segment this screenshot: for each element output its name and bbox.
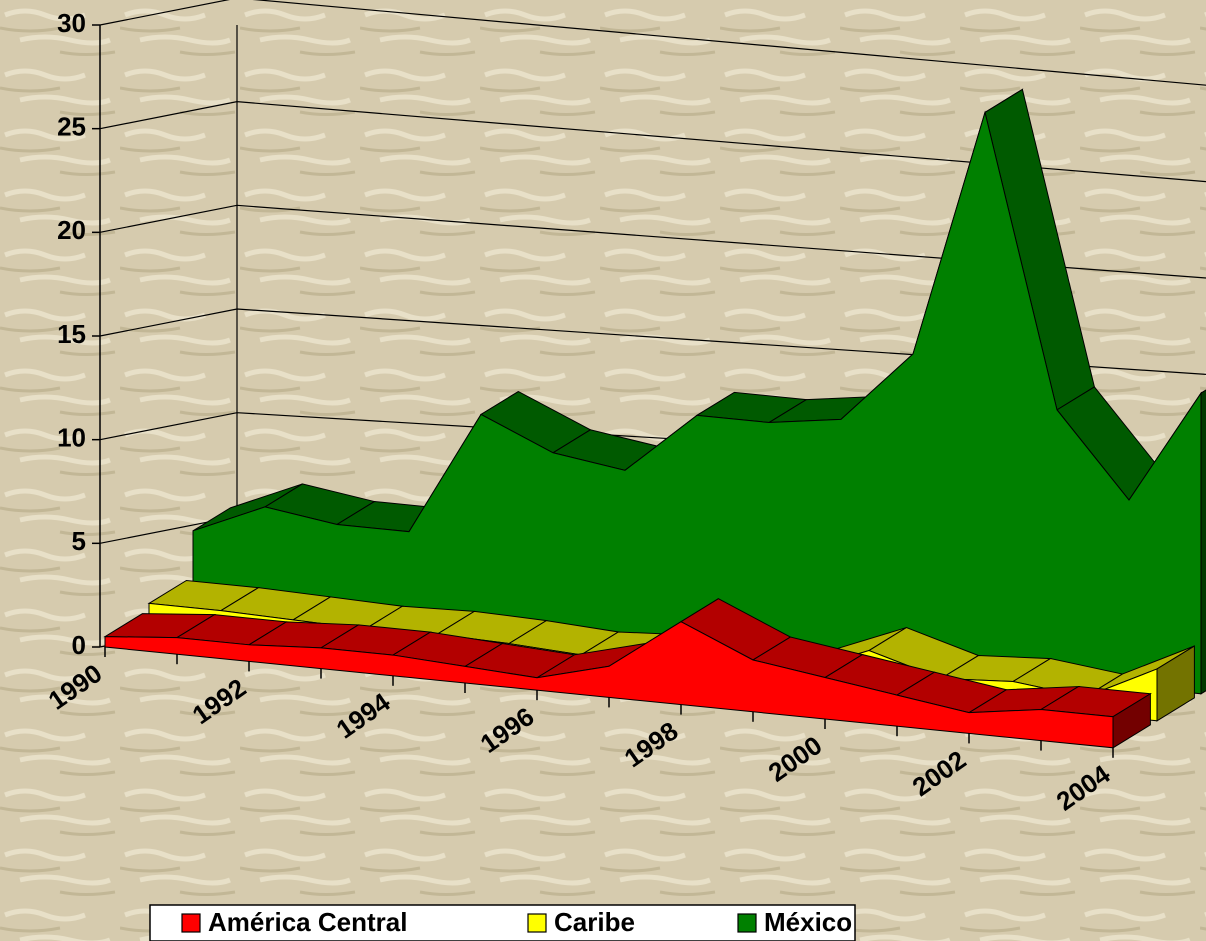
legend-label: Caribe (554, 907, 635, 937)
legend-label: México (764, 907, 852, 937)
legend-label: América Central (208, 907, 407, 937)
legend-swatch (527, 913, 547, 933)
y-tick-label: 30 (57, 8, 86, 38)
y-tick-label: 25 (57, 112, 86, 142)
legend-swatch (737, 913, 757, 933)
area (192, 110, 1202, 695)
y-tick-label: 0 (72, 630, 86, 660)
grid-line (99, 0, 1206, 86)
y-tick-label: 15 (57, 319, 86, 349)
legend-swatch (181, 913, 201, 933)
y-tick-label: 10 (57, 423, 86, 453)
y-tick-label: 5 (72, 526, 86, 556)
area (104, 621, 1114, 749)
area-side (1200, 389, 1206, 695)
y-tick-label: 20 (57, 215, 86, 245)
